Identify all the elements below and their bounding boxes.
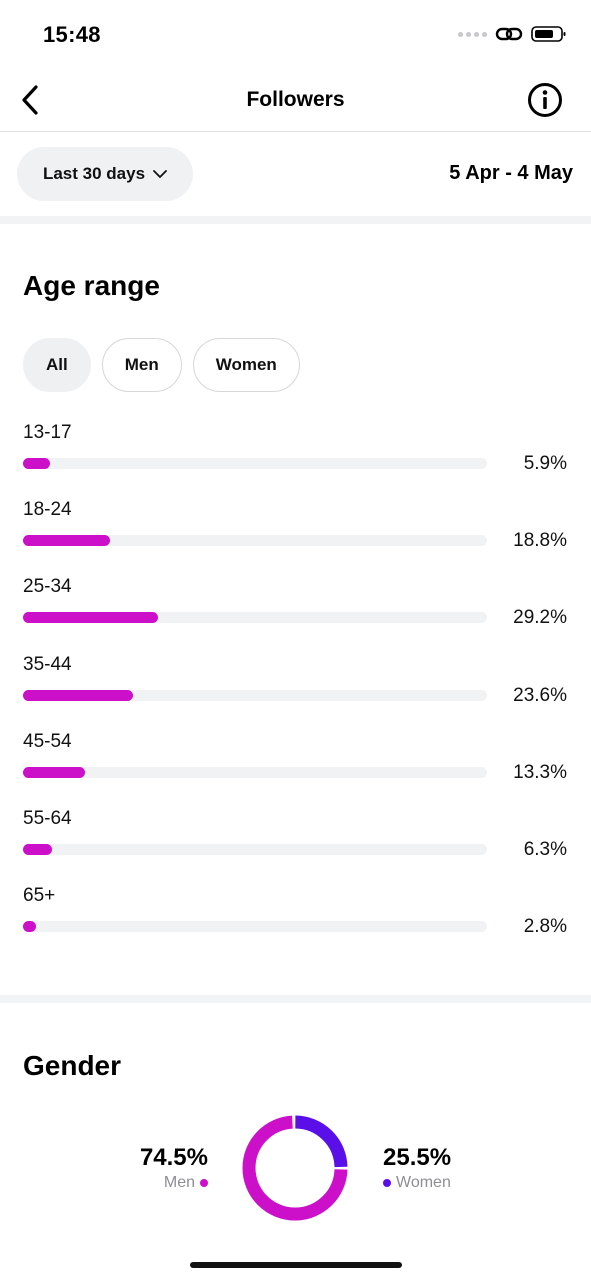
page-title: Followers xyxy=(246,88,345,111)
age-value: 2.8% xyxy=(523,916,567,938)
age-value: 18.8% xyxy=(513,530,567,552)
age-row: 65+ 2.8% xyxy=(0,881,591,958)
women-stat: 25.5% Women xyxy=(383,1144,451,1192)
chip-all[interactable]: All xyxy=(23,338,91,392)
age-bar-track xyxy=(23,921,487,933)
age-label: 55-64 xyxy=(23,807,72,829)
back-button[interactable] xyxy=(12,80,48,120)
men-label: Men xyxy=(163,1174,195,1191)
period-dropdown[interactable]: Last 30 days xyxy=(17,147,193,201)
battery-icon xyxy=(531,26,566,42)
women-percent: 25.5% xyxy=(383,1144,452,1171)
status-icons xyxy=(458,24,567,44)
chip-women[interactable]: Women xyxy=(192,338,300,392)
gender-title: Gender xyxy=(23,1050,122,1081)
age-row: 45-54 13.3% xyxy=(0,727,591,804)
men-stat: 74.5% Men xyxy=(140,1144,208,1192)
age-bar-track xyxy=(23,843,487,855)
age-row: 13-17 5.9% xyxy=(0,418,591,495)
section-divider xyxy=(0,995,591,1003)
filter-row: Last 30 days 5 Apr - 4 May xyxy=(0,132,591,216)
age-bar-fill xyxy=(23,766,85,778)
chip-men[interactable]: Men xyxy=(101,338,182,392)
age-bar-track xyxy=(23,612,487,624)
age-bar-fill xyxy=(23,689,133,701)
age-value: 13.3% xyxy=(513,761,567,783)
age-value: 5.9% xyxy=(523,453,567,474)
age-label: 13-17 xyxy=(23,422,72,443)
men-legend-dot xyxy=(200,1179,208,1187)
info-icon xyxy=(528,83,562,117)
age-bar-fill xyxy=(23,921,36,933)
age-row: 55-64 6.3% xyxy=(0,804,591,881)
date-range: 5 Apr - 4 May xyxy=(449,162,573,184)
age-bar-track xyxy=(23,535,487,547)
age-bar-fill xyxy=(23,612,159,624)
period-label: Last 30 days xyxy=(42,164,146,183)
donut-men-slice xyxy=(242,1115,348,1221)
age-bar-track xyxy=(23,458,487,469)
gender-chart: 74.5% Men 25.5% Women xyxy=(0,1108,591,1228)
info-button[interactable] xyxy=(527,82,563,118)
chevron-down-icon xyxy=(153,170,167,178)
age-bar-fill xyxy=(23,458,51,469)
home-indicator[interactable] xyxy=(190,1262,402,1268)
age-bar-fill xyxy=(23,535,111,547)
age-label: 18-24 xyxy=(23,499,72,521)
gender-donut xyxy=(242,1115,348,1221)
age-range-list: 13-17 5.9% 18-24 18.8% 25-34 29.2% 35-44… xyxy=(0,418,591,958)
age-label: 65+ xyxy=(23,885,56,907)
section-divider xyxy=(0,216,591,224)
men-percent: 74.5% xyxy=(139,1144,208,1171)
age-row: 18-24 18.8% xyxy=(0,495,591,572)
age-value: 23.6% xyxy=(513,684,567,706)
nav-bar: Followers xyxy=(0,70,591,132)
status-bar: 15:48 xyxy=(0,0,591,70)
age-bar-fill xyxy=(23,843,53,855)
age-row: 35-44 23.6% xyxy=(0,650,591,727)
age-label: 35-44 xyxy=(23,653,72,675)
women-label: Women xyxy=(396,1174,451,1191)
age-row: 25-34 29.2% xyxy=(0,572,591,649)
status-time: 15:48 xyxy=(43,22,101,47)
age-bar-track xyxy=(23,689,487,701)
signal-icon xyxy=(458,31,487,37)
age-label: 45-54 xyxy=(23,730,72,752)
age-value: 6.3% xyxy=(523,838,567,860)
chevron-left-icon xyxy=(22,85,38,115)
age-bar-track xyxy=(23,766,487,778)
age-range-title: Age range xyxy=(23,270,160,301)
age-value: 29.2% xyxy=(513,607,567,629)
link-icon xyxy=(495,27,523,41)
audience-filter-chips: All Men Women xyxy=(23,338,300,392)
age-label: 25-34 xyxy=(23,576,72,598)
women-legend-dot xyxy=(383,1179,391,1187)
